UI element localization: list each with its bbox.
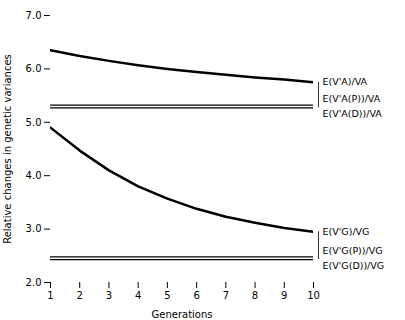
svg-text:Relative changes in genetic va: Relative changes in genetic variances [2,54,13,244]
svg-text:1: 1 [47,290,53,301]
svg-text:2: 2 [77,290,83,301]
svg-text:E(V'A(P))/VA: E(V'A(P))/VA [323,93,381,104]
svg-text:E(V'G)/VG: E(V'G)/VG [323,226,370,237]
svg-text:4.0: 4.0 [26,170,42,181]
svg-text:5: 5 [164,290,170,301]
svg-text:7: 7 [223,290,229,301]
svg-text:5.0: 5.0 [26,117,42,128]
svg-text:4: 4 [135,290,141,301]
svg-text:E(V'G(D))/VG: E(V'G(D))/VG [323,260,385,271]
svg-text:8: 8 [252,290,258,301]
svg-text:9: 9 [281,290,287,301]
svg-text:3: 3 [106,290,112,301]
svg-text:6: 6 [193,290,199,301]
svg-text:E(V'G(P))/VG: E(V'G(P))/VG [323,245,383,256]
svg-text:6.0: 6.0 [26,63,42,74]
svg-text:7.0: 7.0 [26,10,42,21]
svg-text:2.0: 2.0 [26,277,42,288]
svg-text:E(V'A(D))/VA: E(V'A(D))/VA [323,108,383,119]
svg-text:10: 10 [307,290,320,301]
svg-text:E(V'A)/VA: E(V'A)/VA [323,76,368,87]
svg-text:3.0: 3.0 [26,223,42,234]
svg-text:Generations: Generations [152,309,213,320]
